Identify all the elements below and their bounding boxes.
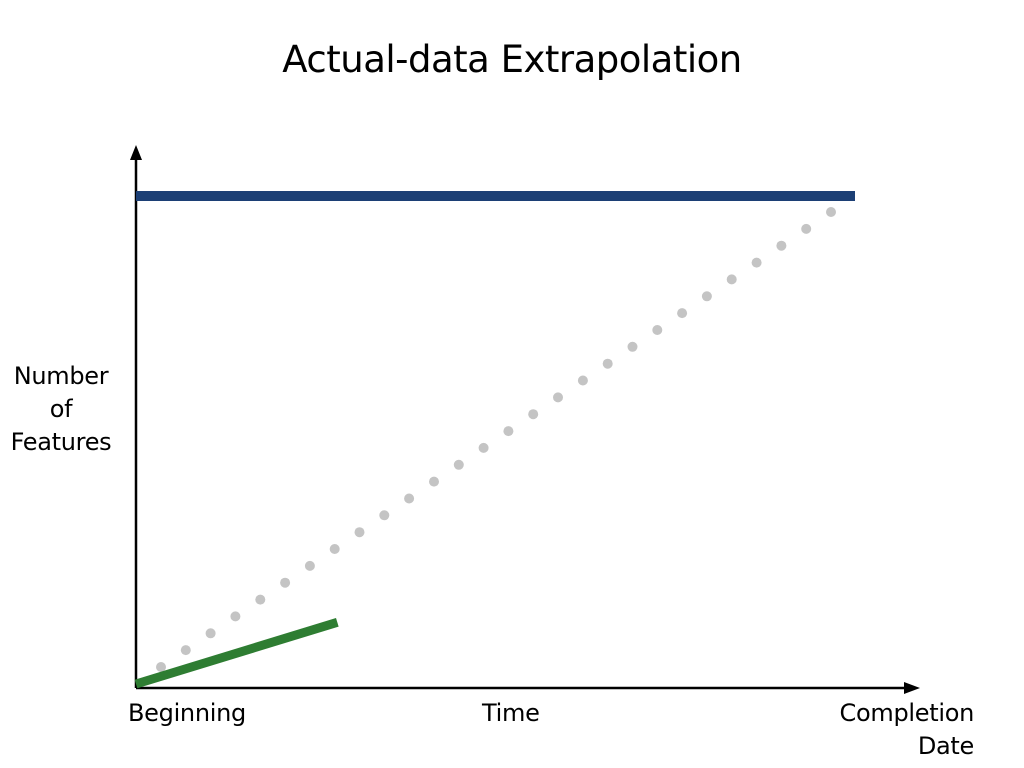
x-axis-arrow-icon	[904, 682, 920, 694]
y-axis-label-line-3: Features	[10, 428, 112, 456]
extrapolation-dot	[726, 274, 737, 285]
y-axis-label-line-2: of	[49, 395, 73, 423]
extrapolation-dot	[379, 510, 390, 521]
x-axis-end-label-line-2: Date	[917, 732, 974, 760]
extrapolation-dot	[701, 291, 712, 302]
y-axis-label-line-1: Number	[13, 362, 109, 390]
extrapolation-dot	[156, 662, 166, 672]
extrapolation-dot	[255, 594, 266, 605]
x-axis-start-label: Beginning	[128, 699, 246, 727]
extrapolation-dot	[751, 257, 762, 268]
x-axis-end-label: Completion Date	[818, 697, 975, 763]
extrapolation-dot	[205, 628, 216, 639]
extrapolation-dot	[652, 325, 663, 335]
page-title: Actual-data Extrapolation	[282, 38, 742, 81]
extrapolation-dot	[230, 611, 241, 622]
extrapolation-dot	[180, 645, 191, 656]
extrapolation-dot	[602, 358, 613, 369]
extrapolation-dotted-line	[156, 207, 836, 672]
extrapolation-dot	[354, 527, 365, 538]
extrapolation-dot	[453, 459, 464, 470]
extrapolation-dot	[627, 341, 638, 352]
extrapolation-dot	[776, 240, 787, 251]
x-axis-end-label-line-1: Completion	[839, 699, 975, 727]
extrapolation-dot	[503, 426, 514, 437]
extrapolation-dot	[478, 442, 489, 453]
extrapolation-dot	[826, 207, 836, 217]
extrapolation-dot	[404, 493, 415, 504]
actual-progress-line	[134, 617, 339, 689]
extrapolation-dot	[577, 375, 588, 386]
extrapolation-dot	[801, 223, 812, 234]
x-axis-title: Time	[482, 699, 540, 727]
extrapolation-dot	[280, 577, 291, 588]
extrapolation-dot	[553, 392, 563, 403]
extrapolation-dot	[528, 409, 539, 420]
extrapolation-dot	[304, 560, 315, 571]
y-axis-arrow-icon	[130, 145, 142, 160]
extrapolation-dot	[677, 308, 688, 319]
extrapolation-dot	[329, 544, 340, 554]
y-axis-label: Number of Features	[0, 360, 122, 459]
extrapolation-dot	[429, 476, 439, 487]
